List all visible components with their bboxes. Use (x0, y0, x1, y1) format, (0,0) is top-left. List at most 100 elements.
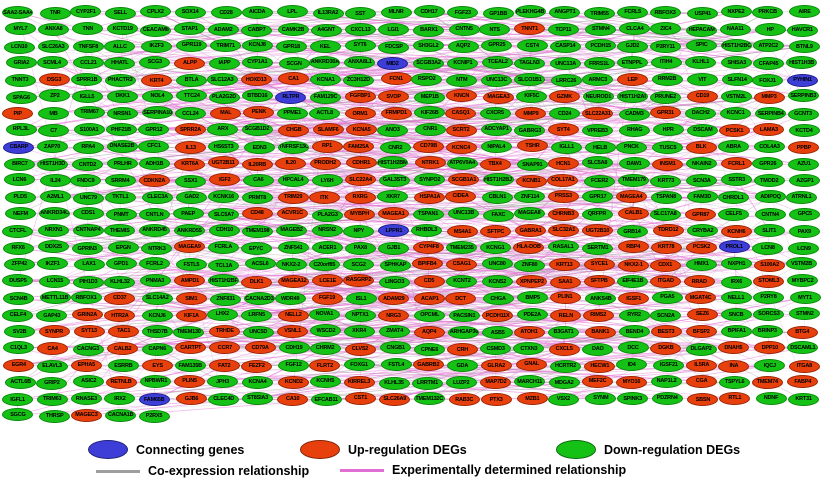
gene-node-tmem132c[interactable]: TMEM132C (413, 392, 445, 406)
gene-node-dcc[interactable]: DCC (617, 341, 649, 355)
gene-node-sv2b[interactable]: SV2B (4, 325, 36, 339)
gene-node-sstr3[interactable]: SSTR3 (721, 173, 753, 187)
gene-node-pax9[interactable]: PAX9 (788, 225, 820, 238)
gene-node-kcnc1[interactable]: KCNC1 (720, 106, 752, 120)
gene-node-epgn[interactable]: EPGN (107, 241, 139, 255)
gene-node-nts[interactable]: NTS (479, 23, 511, 37)
gene-node-cxcl13[interactable]: CXCL13 (345, 23, 377, 37)
gene-node-eif4e1b[interactable]: EIF4E1B (617, 274, 649, 288)
gene-node-cadm3[interactable]: CADM3 (618, 107, 650, 121)
gene-node-ccl24[interactable]: CCL24 (174, 107, 206, 120)
gene-node-rpl3l[interactable]: RPL3L (5, 122, 37, 136)
gene-node-tspan1[interactable]: TSPAN1 (412, 207, 444, 221)
gene-node-zap70[interactable]: ZAP70 (36, 140, 68, 154)
gene-node-scrt2[interactable]: SCRT2 (445, 123, 477, 137)
gene-node-lcn15[interactable]: LCN15 (39, 274, 71, 288)
gene-node-cplx2[interactable]: CPLX2 (139, 5, 171, 19)
gene-node-btnl9[interactable]: BTNL9 (788, 40, 820, 54)
gene-node-slc26a3[interactable]: SLC26A3 (37, 40, 69, 54)
gene-node-serpinb3[interactable]: SERPINB3 (787, 89, 819, 103)
gene-node-krt6a[interactable]: KRT6A (174, 157, 206, 171)
gene-node-zic4[interactable]: ZIC4 (650, 22, 682, 36)
gene-node-kcnj6[interactable]: KCNJ6 (141, 309, 173, 322)
gene-node-cxcr5[interactable]: CXCR5 (479, 106, 511, 120)
gene-node-itih4[interactable]: ITIH4 (650, 55, 682, 69)
gene-node-cabp7[interactable]: CABP7 (241, 23, 273, 37)
gene-node-krt78[interactable]: KRT78 (650, 240, 682, 254)
gene-node-sell[interactable]: SELL (104, 6, 136, 20)
gene-node-znf541[interactable]: ZNF541 (277, 241, 309, 254)
gene-node-pla2g2d[interactable]: PLA2G2D (208, 90, 240, 104)
gene-node-cds1[interactable]: CDS1 (72, 206, 104, 220)
gene-node-grb14[interactable]: GRB14 (616, 225, 648, 239)
gene-node-vsx2[interactable]: VSX2 (547, 392, 579, 406)
gene-node-znf114[interactable]: ZNF114 (514, 190, 546, 204)
gene-node-vstm2b[interactable]: VSTM2B (786, 257, 817, 271)
gene-node-prune2[interactable]: PRUNE2 (649, 90, 681, 104)
gene-node-ctcfl[interactable]: CTCFL (2, 224, 34, 238)
gene-node-cd24[interactable]: CD24 (549, 107, 581, 121)
gene-node-dkk1[interactable]: DKK1 (107, 89, 139, 103)
gene-node-npy[interactable]: NPY (343, 224, 375, 238)
gene-node-casp14[interactable]: CASP14 (549, 39, 581, 53)
gene-node-kctd4[interactable]: KCTD4 (788, 124, 820, 138)
gene-node-ccr7[interactable]: CCR7 (209, 341, 241, 354)
gene-node-mid2[interactable]: MID2 (376, 57, 408, 71)
gene-node-scgb1a1[interactable]: SCGB1A1 (448, 173, 480, 187)
gene-node-fcer2[interactable]: FCER2 (584, 174, 615, 188)
gene-node-magea4[interactable]: MAGEA4 (615, 190, 647, 204)
gene-node-fcrl2[interactable]: FCRL2 (139, 257, 170, 270)
gene-node-nrxn1[interactable]: NRXN1 (38, 223, 70, 237)
gene-node-tnfrsf13c[interactable]: TNFRSF13C (278, 140, 310, 154)
gene-node-nrg3[interactable]: NRG3 (378, 309, 409, 322)
gene-node-scml4[interactable]: SCML4 (36, 56, 68, 69)
gene-node-btbd16[interactable]: BTBD16 (241, 89, 273, 103)
gene-node-rxrg[interactable]: RXRG (344, 190, 376, 204)
gene-node-sprr1b[interactable]: SPRR1B (71, 73, 103, 87)
gene-node-cfap45[interactable]: CFAP45 (753, 57, 785, 71)
gene-node-scgn[interactable]: SCGN (278, 57, 310, 70)
gene-node-htr2a[interactable]: HTR2A (104, 309, 136, 323)
gene-node-rpa4[interactable]: RPA4 (72, 140, 104, 154)
gene-node-srrm4[interactable]: SRRM4 (104, 174, 136, 187)
gene-node-ccl21[interactable]: CCL21 (72, 56, 104, 70)
gene-node-gpr31[interactable]: GPR31 (649, 106, 681, 120)
gene-node-saa2-saa4[interactable]: SAA2-SAA4 (2, 6, 34, 20)
gene-node-lcn6[interactable]: LCN6 (3, 173, 35, 187)
gene-node-ca6[interactable]: CA6 (242, 173, 274, 187)
gene-node-npbwr1[interactable]: NPBWR1 (140, 374, 172, 388)
gene-node-pnck[interactable]: PNCK (615, 140, 647, 154)
gene-node-dscam[interactable]: DSCAM (687, 123, 719, 137)
gene-node-clvs2[interactable]: CLVS2 (344, 342, 376, 356)
gene-node-snap91[interactable]: SNAP91 (516, 158, 548, 172)
gene-node-krt73[interactable]: KRT73 (650, 174, 682, 188)
gene-node-neurod1[interactable]: NEUROD1 (582, 90, 614, 104)
gene-node-insm1[interactable]: INSM1 (652, 157, 684, 171)
gene-node-fam129c[interactable]: FAM129C (310, 90, 342, 104)
gene-node-scgb3a2[interactable]: SCGB3A2 (413, 56, 444, 70)
gene-node-lce1e[interactable]: LCE1E (312, 274, 344, 288)
gene-node-rltpr[interactable]: RLTPR (275, 90, 307, 104)
gene-node-kcnd2[interactable]: KCND2 (278, 375, 310, 389)
gene-node-edn3[interactable]: EDN3 (244, 141, 276, 155)
gene-node-irx6[interactable]: IRX6 (720, 275, 752, 289)
gene-node-pcdh15[interactable]: PCDH15 (585, 39, 617, 53)
gene-node-nptx1[interactable]: NPTX1 (344, 308, 376, 322)
gene-node-dao[interactable]: DAO (582, 342, 614, 356)
gene-node-capn6[interactable]: CAPN6 (141, 342, 173, 356)
gene-node-shisa3[interactable]: SHISA3 (721, 56, 753, 70)
gene-node-fgfbp1[interactable]: FGFBP1 (344, 89, 376, 103)
gene-node-sbsn[interactable]: SBSN (687, 393, 719, 407)
gene-node-mep1b[interactable]: MEP1B (414, 90, 446, 104)
gene-node-hcn1[interactable]: HCN1 (547, 157, 579, 171)
gene-node-kcnj8[interactable]: KCNJ8 (241, 38, 273, 52)
gene-node-actl8[interactable]: ACTL8 (309, 106, 341, 120)
gene-node-camk2b[interactable]: CAMK2B (277, 23, 309, 37)
gene-node-cyp2f1[interactable]: CYP2F1 (70, 5, 102, 19)
gene-node-trim71[interactable]: TRIM71 (210, 39, 242, 53)
gene-node-chrm2[interactable]: CHRM2 (309, 341, 341, 355)
gene-node-fam135b[interactable]: FAM135B (174, 359, 206, 373)
gene-node-ms4a1[interactable]: MS4A1 (447, 225, 478, 238)
gene-node-btg4[interactable]: BTG4 (786, 325, 818, 339)
gene-node-kcnt2[interactable]: KCNT2 (446, 274, 478, 288)
